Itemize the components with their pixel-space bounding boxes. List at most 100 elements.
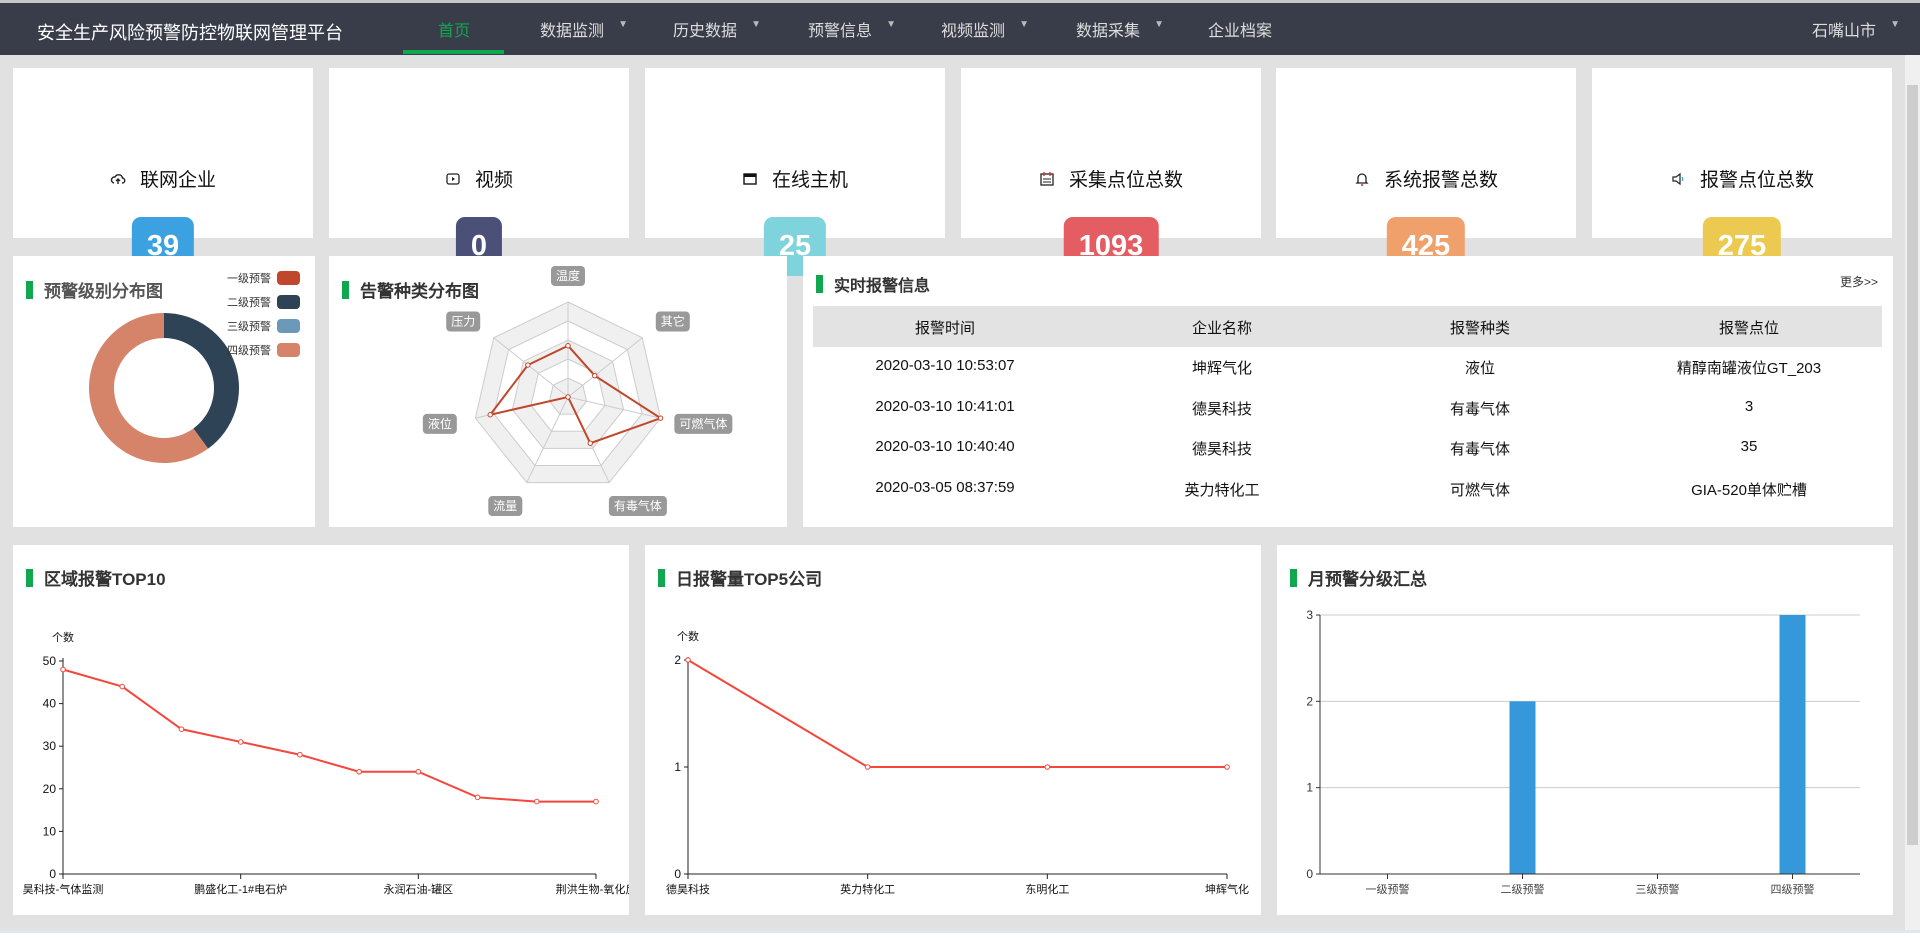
data-point[interactable] <box>1044 764 1051 770</box>
data-point[interactable] <box>593 798 599 805</box>
stat-title: 视频 <box>329 165 629 192</box>
nav-item[interactable]: 企业档案 <box>1208 17 1272 41</box>
radar-point[interactable] <box>487 412 493 418</box>
card-title: 预警级别分布图 <box>26 277 163 302</box>
table-cell: 德昊科技 <box>1191 400 1253 418</box>
nav-item-label: 预警信息 <box>807 23 873 40</box>
x-tick-label: 鹏盛化工-1#电石炉 <box>194 882 287 896</box>
radar-indicator-label: 流量 <box>493 499 517 513</box>
y-tick-label: 1 <box>674 760 681 774</box>
legend-swatch[interactable] <box>277 295 300 309</box>
legend-swatch[interactable] <box>277 319 300 333</box>
line-series <box>687 659 1227 768</box>
legend-label[interactable]: 一级预警 <box>227 271 271 285</box>
stat-card[interactable]: 采集点位总数 1093 <box>961 68 1261 276</box>
table-cell: 坤辉气化 <box>1191 360 1253 377</box>
radar-point[interactable] <box>565 394 571 400</box>
title-marker <box>816 275 823 293</box>
bar[interactable] <box>1779 615 1806 874</box>
nav-item[interactable]: 历史数据 ▼ <box>673 17 761 41</box>
card-title: 日报警量TOP5公司 <box>658 565 822 590</box>
nav-item[interactable]: 数据采集 ▼ <box>1076 17 1164 41</box>
stat-label: 联网企业 <box>139 170 216 191</box>
card-title: 实时报警信息 <box>816 272 930 296</box>
nav-item[interactable]: 预警信息 ▼ <box>807 17 896 41</box>
radar-point[interactable] <box>587 440 593 446</box>
radar-point[interactable] <box>565 343 571 349</box>
stat-card[interactable]: 联网企业 39 <box>13 68 313 276</box>
radar-point[interactable] <box>657 415 664 421</box>
radar-indicator-label: 有毒气体 <box>614 498 662 513</box>
data-point[interactable] <box>178 726 185 732</box>
stat-card[interactable]: 系统报警总数 425 <box>1276 68 1576 276</box>
more-link[interactable]: 更多>> <box>1840 275 1879 289</box>
app-title: 安全生产风险预警防控物联网管理平台 <box>37 23 343 43</box>
legend-swatch[interactable] <box>277 343 300 357</box>
stat-title: 系统报警总数 <box>1276 165 1576 192</box>
y-tick-label: 1 <box>1306 781 1313 795</box>
data-point[interactable] <box>356 768 362 775</box>
x-tick-label: 永润石油-罐区 <box>383 882 453 896</box>
daily-top5-card: 日报警量TOP5公司 个数 0 1 2 德昊科技 英力特化工 东明化工 坤辉气化 <box>645 545 1261 915</box>
warning-level-card: 预警级别分布图 一级预警二级预警三级预警四级预警 <box>13 256 315 527</box>
radar-indicator-label: 温度 <box>556 268 580 283</box>
legend-label[interactable]: 三级预警 <box>227 319 271 333</box>
radar-axis <box>567 396 661 419</box>
radar-label-bg <box>422 413 457 434</box>
y-tick-label: 0 <box>1306 867 1313 881</box>
nav-item[interactable]: 数据监测 ▼ <box>539 17 628 41</box>
radar-point[interactable] <box>525 362 531 368</box>
data-point[interactable] <box>60 666 66 673</box>
data-point[interactable] <box>119 683 126 690</box>
column-header: 报警点位 <box>1718 320 1780 337</box>
data-point[interactable] <box>685 657 691 663</box>
cloud-upload-icon <box>110 173 126 184</box>
table-cell: 有毒气体 <box>1449 441 1511 458</box>
card-title: 告警种类分布图 <box>342 277 479 302</box>
active-tab-indicator <box>403 50 504 54</box>
table-cell: 英力特化工 <box>1184 481 1260 499</box>
stat-card[interactable]: 在线主机 25 <box>645 68 945 276</box>
data-point[interactable] <box>415 768 422 775</box>
x-tick-label: 德昊科技 <box>666 882 710 896</box>
column-header: 报警种类 <box>1449 320 1511 337</box>
legend-label[interactable]: 四级预警 <box>227 343 271 357</box>
nav-item[interactable]: 首页 <box>438 17 470 41</box>
legend-label[interactable]: 二级预警 <box>227 295 271 309</box>
bar[interactable] <box>1509 701 1536 874</box>
radar-indicator-label: 压力 <box>451 315 475 329</box>
nav-item-label: 数据监测 <box>539 23 605 40</box>
chevron-down-icon: ▼ <box>618 19 629 30</box>
title-marker <box>1290 568 1297 587</box>
region-selector[interactable]: 石嘴山市 ▼ <box>1812 17 1900 41</box>
nav-item[interactable]: 视频监测 ▼ <box>941 17 1029 41</box>
radar-indicator-label: 其它 <box>661 314 685 329</box>
table-cell: 可燃气体 <box>1449 481 1511 499</box>
legend-swatch[interactable] <box>277 271 300 285</box>
stat-card[interactable]: 视频 0 <box>329 68 629 276</box>
y-axis-label: 个数 <box>677 630 699 643</box>
donut-slice[interactable] <box>88 313 209 463</box>
data-point[interactable] <box>237 739 244 745</box>
stat-card[interactable]: 报警点位总数 275 <box>1592 68 1892 276</box>
table-cell: 2020-03-10 10:41:01 <box>875 397 1015 415</box>
y-tick-label: 10 <box>43 824 57 838</box>
data-point[interactable] <box>297 751 303 758</box>
data-point[interactable] <box>1224 764 1230 770</box>
daily-top5-chart: 个数 0 1 2 德昊科技 英力特化工 东明化工 坤辉气化 <box>666 630 1249 896</box>
stat-title: 联网企业 <box>13 165 313 192</box>
data-point[interactable] <box>864 764 871 770</box>
scrollbar-thumb[interactable] <box>1907 85 1918 845</box>
x-tick-label: 东明化工 <box>1025 882 1069 896</box>
column-header: 报警时间 <box>914 320 976 337</box>
data-point[interactable] <box>474 794 481 801</box>
data-point[interactable] <box>533 798 540 805</box>
radar-point[interactable] <box>592 372 598 379</box>
donut-slice[interactable] <box>164 313 239 449</box>
vertical-scrollbar[interactable] <box>1905 55 1920 930</box>
monthly-level-chart: 0 1 2 3 一级预警 二级预警 三级预警 四级预警 <box>1306 608 1860 896</box>
chevron-down-icon: ▼ <box>1890 19 1901 30</box>
y-tick-label: 2 <box>1306 694 1313 708</box>
y-tick-label: 30 <box>43 739 57 753</box>
